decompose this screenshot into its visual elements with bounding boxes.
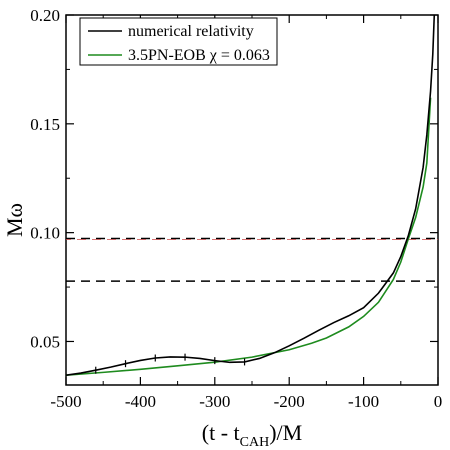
y-tick-label: 0.05 bbox=[30, 332, 60, 351]
legend-label-eob: 3.5PN-EOB χ = 0.063 bbox=[128, 47, 270, 64]
y-tick-label: 0.20 bbox=[30, 6, 60, 25]
legend-label-numerical-relativity: numerical relativity bbox=[128, 23, 254, 40]
x-axis-label: (t - tCAH)/M bbox=[202, 420, 302, 450]
legend: numerical relativity 3.5PN-EOB χ = 0.063 bbox=[79, 17, 278, 66]
x-tick-label: -400 bbox=[125, 392, 156, 411]
x-tick-label: 0 bbox=[434, 392, 443, 411]
y-tick-label: 0.10 bbox=[30, 224, 60, 243]
x-tick-label: -500 bbox=[50, 392, 81, 411]
plot-frame bbox=[65, 14, 439, 386]
ticks-layer: -500 -400 -300 -200 -100 0 0.05 0.10 0.15 0.20 bbox=[30, 6, 442, 411]
series-layer bbox=[66, 15, 436, 377]
x-tick-label: -200 bbox=[274, 392, 305, 411]
plot-area: -500 -400 -300 -200 -100 0 0.05 0.10 0.15 0.20 bbox=[30, 6, 442, 411]
legend-box bbox=[79, 17, 278, 66]
y-tick-label: 0.15 bbox=[30, 115, 60, 134]
x-tick-label: -100 bbox=[348, 392, 379, 411]
series-line-0 bbox=[66, 15, 436, 377]
y-axis-label: Mω bbox=[2, 203, 27, 237]
x-tick-label: -300 bbox=[199, 392, 230, 411]
series-line-1 bbox=[66, 97, 432, 377]
reference-lines bbox=[66, 237, 438, 282]
